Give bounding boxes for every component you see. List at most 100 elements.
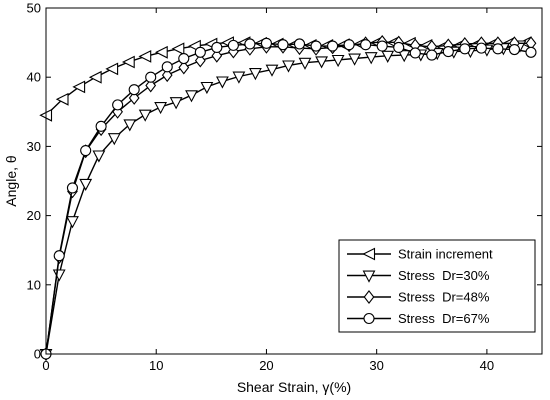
x-axis-title: Shear Strain, γ(%) xyxy=(237,379,351,395)
data-point-circle xyxy=(310,40,322,52)
series-layer xyxy=(39,35,537,362)
legend-item: Stress Dr=30% xyxy=(347,268,490,283)
data-point-circle xyxy=(475,42,487,54)
data-point-triangle-left xyxy=(121,55,135,69)
data-point-circle xyxy=(95,120,107,132)
data-point-circle xyxy=(343,39,355,51)
data-point-circle xyxy=(260,37,272,49)
y-tick-label: 30 xyxy=(27,139,41,154)
data-point-triangle-left xyxy=(154,45,168,59)
data-point-circle xyxy=(409,47,421,59)
series-group xyxy=(39,40,527,362)
data-point-diamond xyxy=(194,53,206,68)
data-point-circle xyxy=(459,43,471,55)
data-point-triangle-left xyxy=(105,62,119,76)
data-point-circle xyxy=(80,145,92,157)
data-point-triangle-down xyxy=(298,57,312,70)
data-point-circle xyxy=(442,46,454,58)
y-tick-label: 20 xyxy=(27,208,41,223)
y-tick-label: 10 xyxy=(27,277,41,292)
data-point-diamond xyxy=(161,68,173,83)
data-point-circle xyxy=(426,49,438,61)
data-point-circle xyxy=(227,39,239,51)
data-point-circle xyxy=(194,46,206,58)
data-point-triangle-down xyxy=(282,60,295,73)
data-point-circle xyxy=(53,250,65,262)
data-point-circle xyxy=(293,38,306,50)
data-point-circle xyxy=(145,71,157,83)
data-point-triangle-down xyxy=(169,97,183,110)
data-point-circle xyxy=(363,312,375,325)
data-point-triangle-down xyxy=(107,133,121,146)
data-point-circle xyxy=(360,39,372,51)
y-tick-label: 50 xyxy=(27,1,41,16)
data-point-triangle-down xyxy=(364,52,378,65)
series-group xyxy=(40,37,537,360)
data-point-circle xyxy=(112,99,124,111)
data-point-diamond xyxy=(211,48,223,63)
data-point-triangle-down xyxy=(66,216,79,229)
data-point-circle xyxy=(178,52,190,65)
data-point-circle xyxy=(492,43,504,55)
data-point-diamond xyxy=(145,78,157,93)
legend-label: Stress Dr=67% xyxy=(398,311,490,326)
data-point-circle xyxy=(525,46,537,58)
data-point-triangle-down xyxy=(248,68,262,81)
data-point-triangle-down xyxy=(397,50,411,63)
data-point-triangle-left xyxy=(88,70,102,84)
legend: Strain increment Stress Dr=30% Stress Dr=4… xyxy=(338,239,536,333)
legend-item: Strain increment xyxy=(347,247,493,262)
data-point-circle xyxy=(277,39,289,51)
data-point-circle xyxy=(393,41,405,53)
data-point-triangle-down xyxy=(185,90,198,103)
data-point-triangle-down xyxy=(215,76,229,89)
data-point-triangle-left xyxy=(171,42,185,56)
data-point-triangle-left xyxy=(72,80,86,94)
legend-item: Stress Dr=67% xyxy=(347,311,490,326)
data-point-circle xyxy=(128,84,140,96)
y-tick-label: 0 xyxy=(34,347,41,362)
y-axis-ticks: 0 10 20 30 40 50 xyxy=(27,1,542,362)
x-tick-label: 30 xyxy=(369,358,383,373)
data-point-circle xyxy=(376,40,388,52)
x-axis-ticks: 0 10 20 30 40 xyxy=(42,8,494,373)
x-tick-label: 10 xyxy=(149,358,163,373)
legend-item: Stress Dr=48% xyxy=(347,290,490,305)
data-point-circle xyxy=(244,38,256,50)
y-tick-label: 40 xyxy=(27,70,41,85)
data-point-circle xyxy=(327,40,339,52)
data-point-triangle-down xyxy=(315,56,329,69)
data-point-circle xyxy=(211,41,223,53)
data-point-circle xyxy=(508,43,520,56)
data-point-triangle-down xyxy=(79,178,93,191)
data-point-circle xyxy=(66,182,79,194)
data-point-triangle-down xyxy=(123,119,137,132)
x-tick-label: 40 xyxy=(480,358,494,373)
legend-label: Strain increment xyxy=(398,247,493,262)
data-point-circle xyxy=(161,61,173,73)
data-point-triangle-left xyxy=(138,50,152,63)
data-point-triangle-down xyxy=(138,109,152,122)
legend-items: Strain increment Stress Dr=30% Stress Dr=4… xyxy=(347,247,493,326)
data-point-triangle-down xyxy=(154,102,168,115)
x-tick-label: 20 xyxy=(259,358,273,373)
x-tick-label: 0 xyxy=(42,358,49,373)
data-point-triangle-down xyxy=(348,53,362,66)
legend-label: Stress Dr=30% xyxy=(398,268,490,283)
data-point-triangle-down xyxy=(232,71,246,84)
data-point-triangle-down xyxy=(381,50,395,63)
legend-label: Stress Dr=48% xyxy=(398,290,490,305)
data-point-triangle-down xyxy=(362,270,376,283)
data-point-diamond xyxy=(363,289,375,305)
data-point-triangle-down xyxy=(200,81,214,95)
data-point-triangle-left xyxy=(55,92,69,106)
data-point-triangle-down xyxy=(265,64,279,77)
data-point-triangle-down xyxy=(331,54,345,68)
data-point-triangle-left xyxy=(362,247,376,261)
y-axis-title: Angle, θ xyxy=(3,155,19,207)
data-point-diamond xyxy=(178,60,190,75)
plot-frame xyxy=(45,7,543,355)
data-point-triangle-down xyxy=(92,150,106,163)
